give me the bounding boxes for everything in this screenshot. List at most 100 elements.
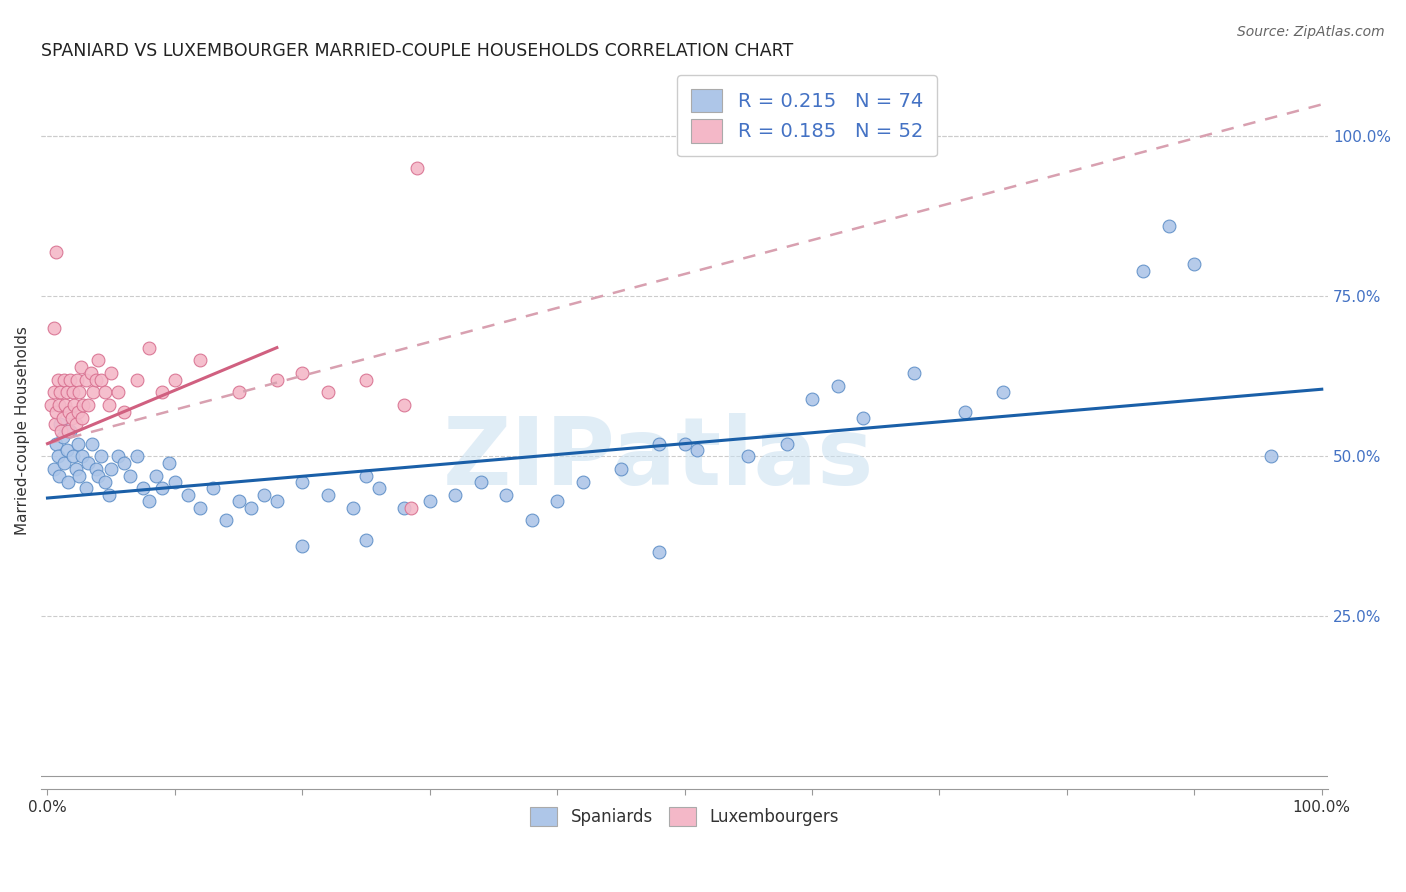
Point [648,545,671,559]
Point [90,450,112,464]
Point [52,411,75,425]
Point [215,513,238,527]
Point [100,366,122,380]
Text: SPANIARD VS LUXEMBOURGER MARRIED-COUPLE HOUSEHOLDS CORRELATION CHART: SPANIARD VS LUXEMBOURGER MARRIED-COUPLE … [41,42,793,60]
Point [571,475,593,489]
Point [419,494,441,508]
Point [75,482,97,496]
Point [42,321,65,335]
Point [125,373,148,387]
Point [190,500,212,515]
Point [176,488,198,502]
Point [138,341,160,355]
Point [80,366,103,380]
Point [84,373,107,387]
Point [827,379,849,393]
Point [55,443,77,458]
Point [132,482,155,496]
Point [70,411,93,425]
Point [53,456,76,470]
Point [67,385,90,400]
Point [97,398,120,412]
Point [67,436,90,450]
Point [150,482,173,496]
Point [1157,219,1180,233]
Point [253,488,276,502]
Point [63,398,86,412]
Point [59,424,82,438]
Point [46,450,69,464]
Point [316,385,339,400]
Point [775,436,797,450]
Point [80,436,103,450]
Point [686,443,709,458]
Point [45,404,67,418]
Point [120,468,142,483]
Point [42,462,65,476]
Point [240,500,263,515]
Point [44,417,66,432]
Point [60,411,83,425]
Point [399,500,422,515]
Point [82,385,104,400]
Point [67,468,90,483]
Point [67,404,90,418]
Point [150,385,173,400]
Point [394,398,416,412]
Point [163,475,186,489]
Point [163,373,186,387]
Point [51,424,73,438]
Point [48,398,70,412]
Point [470,475,492,489]
Point [75,373,97,387]
Point [94,475,117,489]
Point [145,468,167,483]
Point [53,373,76,387]
Point [100,462,122,476]
Legend: Spaniards, Luxembourgers: Spaniards, Luxembourgers [522,798,848,835]
Point [55,385,77,400]
Point [45,244,67,259]
Point [737,450,759,464]
Point [291,539,314,553]
Point [49,385,72,400]
Point [87,353,110,368]
Point [45,436,67,450]
Point [852,411,875,425]
Point [202,482,225,496]
Point [1132,264,1154,278]
Point [97,488,120,502]
Point [648,436,671,450]
Point [228,385,250,400]
Point [39,398,62,412]
Point [673,436,696,450]
Point [610,462,633,476]
Point [59,373,82,387]
Point [138,494,160,508]
Point [90,373,112,387]
Point [58,404,80,418]
Point [266,373,288,387]
Point [546,494,568,508]
Point [228,494,250,508]
Point [354,373,377,387]
Point [801,392,824,406]
Point [107,450,129,464]
Point [266,494,288,508]
Point [53,398,76,412]
Point [46,373,69,387]
Point [72,398,94,412]
Point [316,488,339,502]
Point [367,482,389,496]
Point [112,456,135,470]
Point [70,450,93,464]
Point [125,450,148,464]
Point [444,488,467,502]
Point [190,353,212,368]
Point [291,475,314,489]
Point [69,359,91,374]
Point [87,468,110,483]
Point [112,404,135,418]
Point [354,533,377,547]
Point [77,456,100,470]
